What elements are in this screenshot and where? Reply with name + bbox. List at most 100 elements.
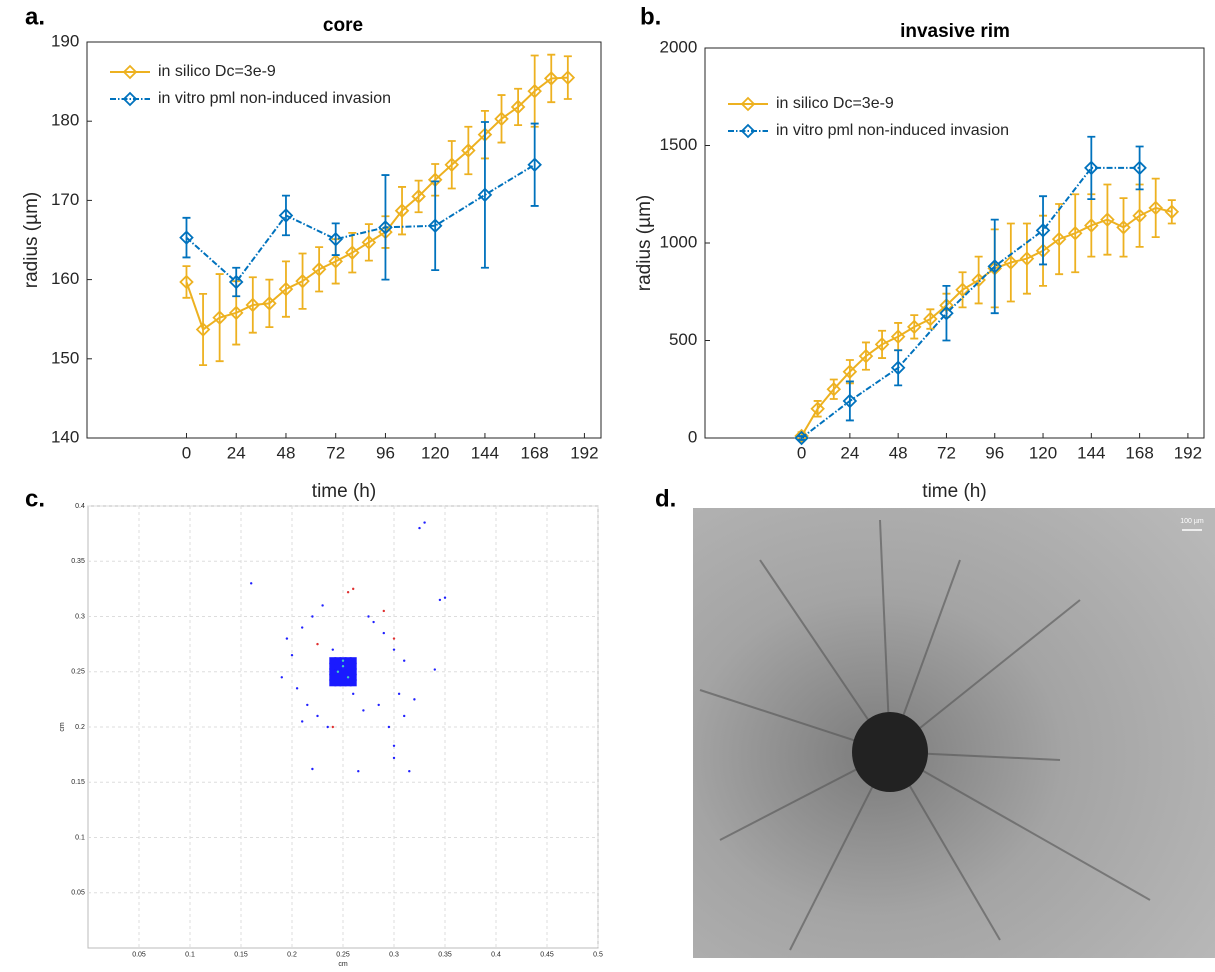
error-bar: [1167, 199, 1176, 225]
x-tick-label: 48: [889, 444, 908, 463]
point: [301, 720, 304, 723]
x-tick-label: 144: [471, 444, 499, 463]
point: [344, 657, 352, 665]
point: [403, 659, 406, 662]
marker: [311, 262, 327, 277]
x-tick-label: 120: [1029, 444, 1057, 463]
y-tick-label: 0.35: [71, 558, 85, 565]
error-bar: [530, 122, 539, 207]
point: [372, 620, 375, 624]
error-bar: [990, 218, 999, 315]
x-tick-label: 0: [797, 444, 806, 463]
point: [329, 673, 337, 681]
marker: [1116, 220, 1131, 235]
marker: [278, 281, 294, 297]
point: [443, 596, 447, 599]
error-bar: [348, 231, 357, 274]
y-tick-label: 0.3: [75, 613, 85, 620]
marker: [1067, 225, 1083, 241]
point: [357, 770, 360, 773]
point: [382, 609, 385, 613]
point: [352, 587, 355, 591]
y-tick-label: 0.2: [75, 724, 85, 731]
x-tick-label: 48: [277, 444, 296, 463]
error-bar: [1022, 222, 1031, 295]
marker: [245, 297, 261, 313]
x-tick-label: 96: [985, 444, 1004, 463]
marker: [378, 220, 393, 235]
point: [331, 648, 334, 651]
point: [280, 676, 283, 679]
marker: [411, 189, 426, 204]
error-bar: [1119, 197, 1128, 258]
x-axis-label: cm: [338, 961, 348, 968]
x-tick-label: 0.4: [491, 951, 501, 958]
point: [334, 657, 342, 665]
error-bar: [215, 273, 224, 363]
x-tick-label: 0.25: [336, 951, 350, 958]
y-axis-label: radius (µm): [634, 195, 655, 291]
y-tick-label: 180: [51, 111, 79, 130]
error-bar: [1006, 222, 1015, 303]
point: [367, 615, 370, 618]
marker: [361, 235, 377, 250]
error-bar: [878, 329, 887, 359]
marker: [1019, 251, 1035, 266]
y-tick-label: 0.4: [75, 503, 85, 510]
legend-box: [99, 57, 456, 115]
error-bar: [514, 87, 523, 127]
marker: [1051, 231, 1067, 247]
point: [397, 692, 401, 696]
y-tick-label: 2000: [660, 37, 698, 56]
error-bar: [431, 180, 440, 271]
x-tick-label: 0.5: [593, 951, 603, 958]
error-bar: [974, 255, 983, 305]
legend-marker: [122, 64, 138, 80]
point: [339, 668, 347, 676]
marker: [295, 273, 310, 289]
marker: [560, 70, 576, 85]
error-bar: [480, 121, 489, 269]
error-bar: [1087, 135, 1096, 201]
marker: [890, 329, 906, 344]
point: [344, 668, 352, 676]
marker: [810, 401, 825, 417]
marker: [328, 231, 343, 247]
point: [392, 648, 396, 651]
marker: [461, 143, 476, 158]
point: [306, 703, 309, 707]
marker: [1164, 204, 1180, 220]
point: [316, 714, 319, 718]
error-bar: [298, 252, 307, 310]
error-bar: [958, 271, 967, 309]
marker: [842, 393, 858, 409]
point: [339, 673, 347, 681]
marker: [1132, 160, 1147, 176]
point: [349, 668, 357, 676]
marker: [842, 364, 858, 379]
x-tick-label: 24: [840, 444, 859, 463]
point: [295, 687, 299, 690]
panel-label: a.: [25, 3, 45, 30]
marker: [394, 203, 410, 218]
point: [349, 673, 357, 681]
marker: [278, 208, 294, 223]
legend-label: in vitro pml non-induced invasion: [158, 90, 391, 107]
marker: [906, 319, 922, 335]
error-bar: [1151, 177, 1160, 239]
point: [341, 659, 345, 662]
point: [408, 770, 411, 773]
panel-label: b.: [640, 3, 661, 30]
error-bar: [845, 380, 854, 422]
point: [392, 756, 396, 760]
error-bar: [563, 55, 572, 100]
marker: [923, 311, 938, 327]
error-bar: [942, 285, 951, 342]
x-tick-label: 0.1: [185, 951, 195, 958]
point: [346, 590, 350, 594]
marker: [826, 381, 842, 397]
marker: [858, 348, 874, 364]
error-bar: [894, 349, 903, 387]
point: [311, 615, 314, 618]
